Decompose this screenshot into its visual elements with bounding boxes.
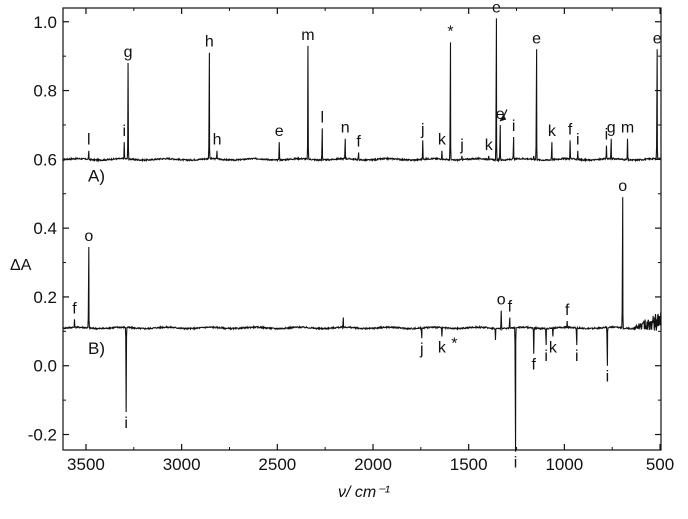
peak-label: e [275, 123, 284, 140]
x-tick-label: 500 [646, 455, 674, 474]
peak-label: l [321, 109, 325, 126]
y-axis: -0.2 0.0 0.2 0.4 0.6 0.8 1.0 [28, 13, 661, 445]
peak-label: * [447, 23, 453, 40]
y-tick-label: 1.0 [33, 13, 57, 32]
peak-label: j [420, 121, 425, 138]
x-tick-label: 2500 [258, 455, 296, 474]
series-group [62, 18, 662, 452]
annotation-asterisk: * [451, 335, 457, 352]
peak-label: i [544, 348, 548, 365]
peak-label: o [84, 228, 93, 245]
y-tick-label: 0.6 [33, 150, 57, 169]
x-tick-label: 1000 [545, 455, 583, 474]
peak-label: f [508, 299, 513, 316]
peak-label: l [87, 132, 91, 149]
peak-label: e [532, 30, 541, 47]
peak-label: i [512, 118, 516, 135]
peak-label: i [605, 127, 609, 144]
peak-label: i [576, 132, 580, 149]
peak-label: f [72, 300, 77, 317]
y-tick-label: 0.0 [33, 357, 57, 376]
x-axis-title: ν/ cm⁻¹ [338, 484, 390, 501]
series-line-b [62, 197, 662, 452]
peak-label: i [606, 369, 610, 386]
peak-label: e [653, 30, 662, 47]
peak-label: o [497, 292, 506, 309]
peak-label: f [568, 121, 573, 138]
panel-label-b: B) [88, 339, 105, 358]
peak-label: j [459, 137, 464, 154]
y-tick-label: 0.8 [33, 82, 57, 101]
peak-label: f [356, 133, 361, 150]
annotations: * [451, 109, 508, 352]
plot-frame [62, 7, 662, 451]
y-tick-label: -0.2 [28, 426, 57, 445]
peak-label: e [492, 0, 501, 16]
peak-label: k [438, 132, 447, 149]
x-tick-label: 3000 [163, 455, 201, 474]
x-tick-label: 1500 [450, 455, 488, 474]
y-axis-title: ΔA [10, 257, 32, 274]
peak-label: n [341, 120, 350, 137]
peak-label: e [496, 106, 505, 123]
peak-label: k [438, 339, 447, 356]
peak-label: o [618, 178, 627, 195]
x-tick-label: 3500 [67, 455, 105, 474]
peak-label: g [124, 44, 133, 61]
x-tick-label: 2000 [354, 455, 392, 474]
peak-label: f [532, 357, 537, 374]
peak-label: h [205, 34, 214, 51]
peak-label: j [419, 341, 424, 358]
peak-label: m [621, 120, 634, 137]
peak-label: m [301, 27, 314, 44]
peak-label: k [548, 123, 557, 140]
peak-label: f [565, 302, 570, 319]
peak-label: i [122, 123, 126, 140]
peak-label: k [549, 339, 558, 356]
panel-label-a: A) [88, 166, 105, 185]
y-tick-label: 0.2 [33, 288, 57, 307]
peak-label: k [485, 137, 494, 154]
y-tick-label: 0.4 [33, 219, 57, 238]
peak-label: g [607, 120, 616, 137]
peak-label: h [213, 132, 222, 149]
x-axis: 3500 3000 2500 2000 1500 1000 500 [67, 8, 674, 474]
series-line-a [62, 18, 662, 163]
arrow-head [499, 114, 507, 122]
peak-label: i [575, 348, 579, 365]
peak-label: i [124, 415, 128, 432]
peak-label: i [514, 455, 518, 472]
